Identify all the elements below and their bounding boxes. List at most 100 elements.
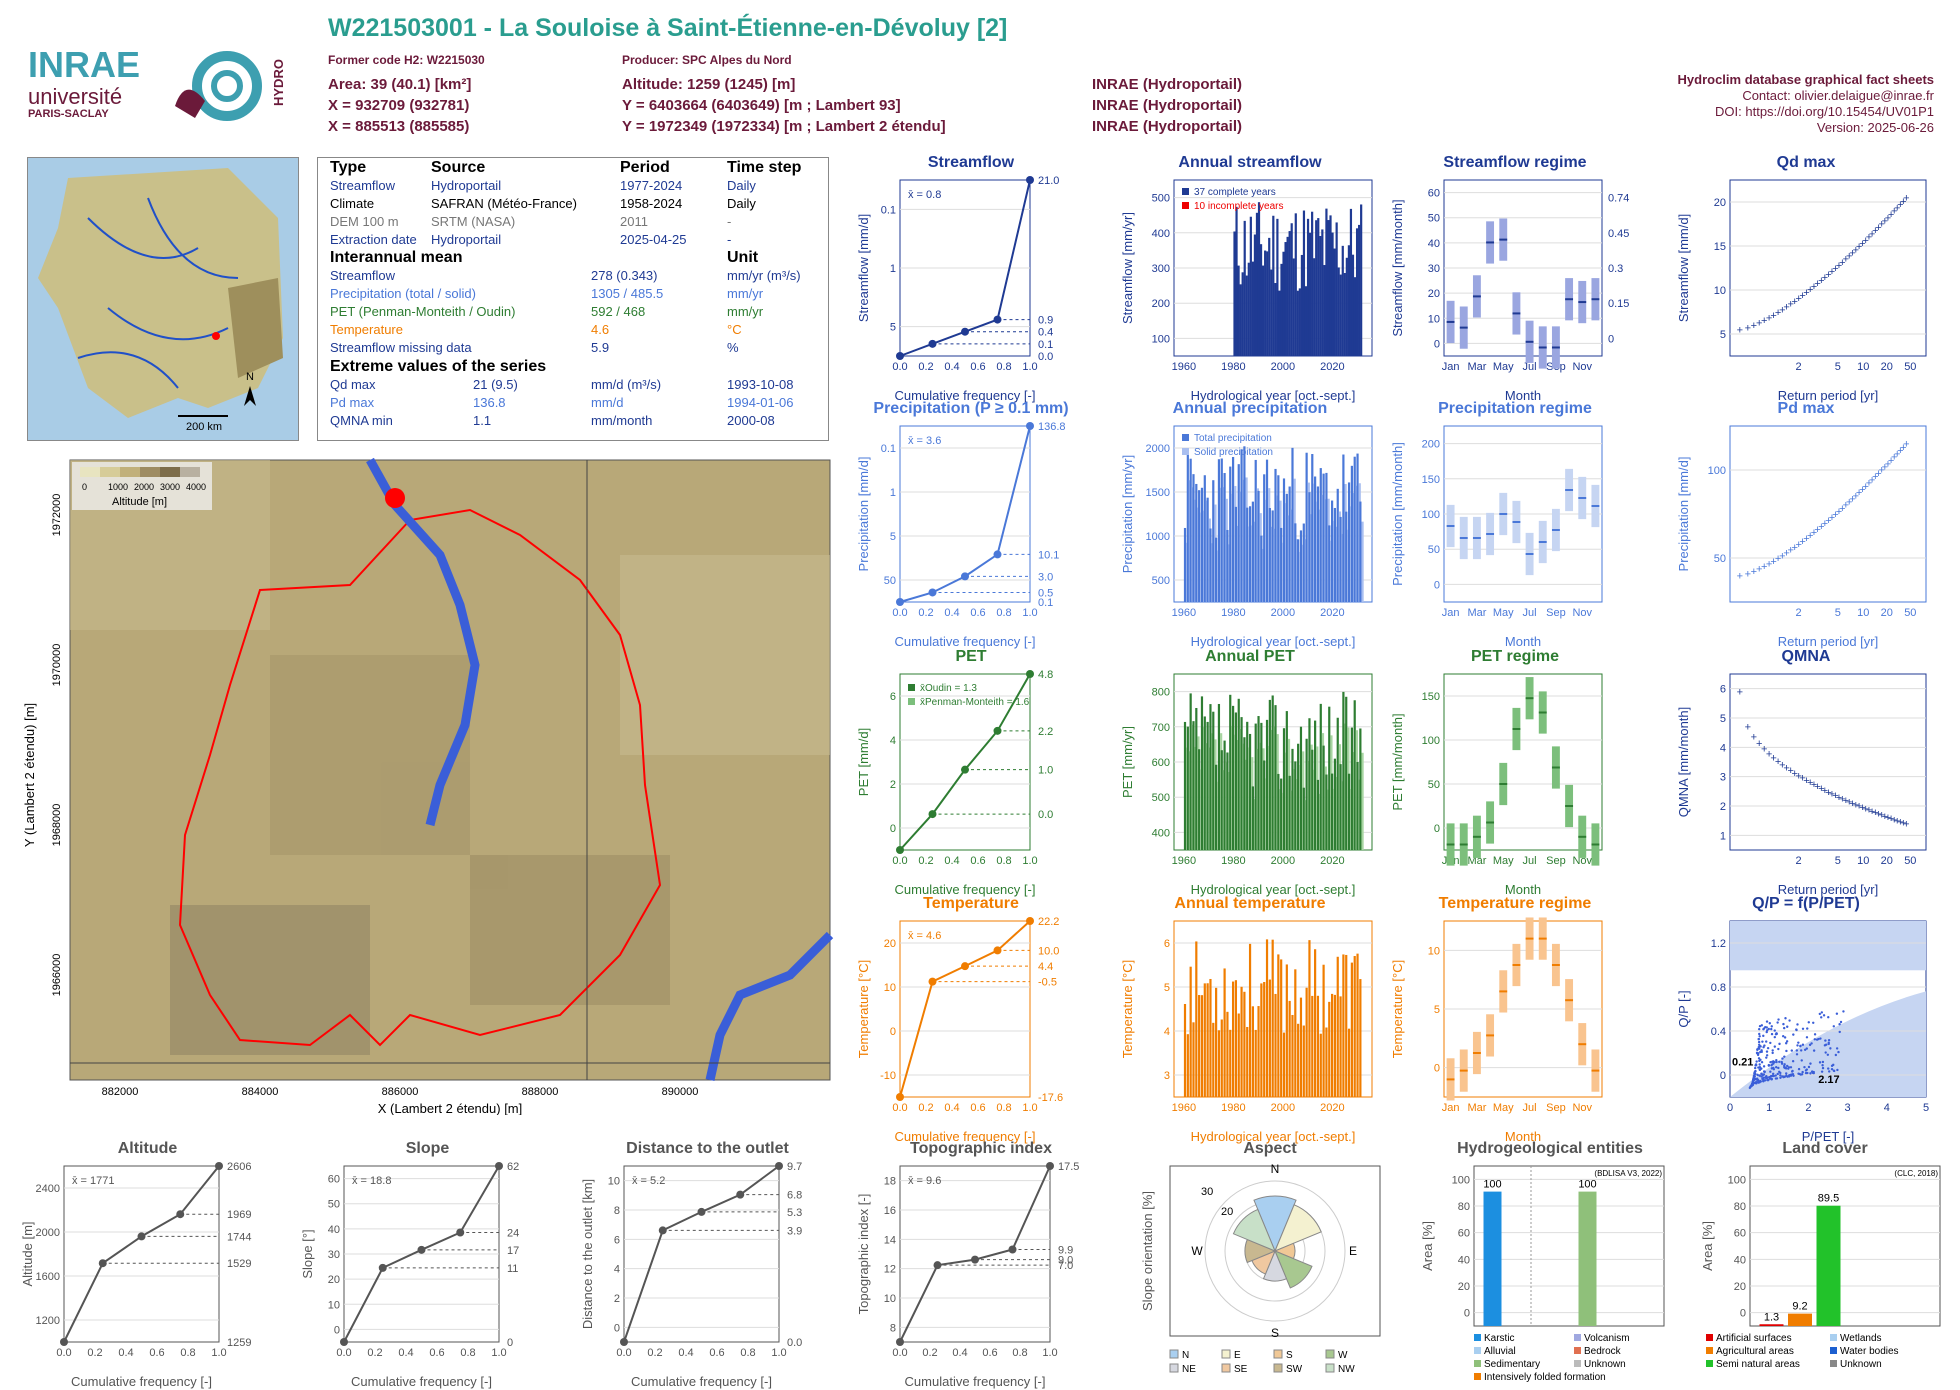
qp-point: [1830, 1064, 1834, 1068]
pet_regime-ylabel: PET [mm/month]: [1390, 713, 1405, 810]
qp-point: [1762, 1046, 1765, 1049]
xtick: 0.2: [87, 1347, 102, 1359]
qp-point: [1762, 1065, 1766, 1068]
annual_streamflow-chart: Hydrological year [oct.-sept.] Streamflow…: [1120, 179, 1373, 403]
info-cell: 592 / 468: [591, 304, 646, 319]
xtick: 1960: [1172, 607, 1196, 619]
ytick: 600: [1152, 757, 1170, 769]
qp-point: [1785, 1040, 1789, 1043]
xtick: 0.4: [944, 1102, 959, 1114]
ytick: 1600: [36, 1271, 60, 1283]
station-marker: [212, 332, 220, 340]
annual_precip-bar: [1215, 537, 1218, 602]
annual_temp-bar: [1251, 1006, 1254, 1097]
annual_temp-bar: [1302, 1025, 1305, 1097]
qmna-title: QMNA: [1781, 648, 1831, 665]
annual_precip-bar: [1299, 530, 1303, 602]
qp-point: [1770, 1027, 1773, 1031]
annual_streamflow-bar: [1266, 251, 1269, 356]
qmna-point: +: [1872, 807, 1878, 819]
qmna-point: +: [1737, 687, 1743, 699]
annual_pet-bar2: [1361, 752, 1364, 850]
annual_streamflow-bar: [1255, 212, 1259, 356]
ytick: 50: [884, 575, 896, 587]
annual_pet-bar: [1268, 699, 1271, 850]
qp-point: [1797, 1067, 1801, 1071]
xtick: 2: [1805, 1102, 1811, 1114]
pd_max-point: +: [1832, 509, 1838, 521]
xtick: 1980: [1221, 1102, 1245, 1114]
former-code: Former code H2: W2215030: [328, 53, 485, 67]
info-cell: -: [727, 214, 732, 229]
streamflow_cdf-mean: x̄ = 0.8: [908, 189, 941, 201]
xtick: 2020: [1320, 855, 1344, 867]
pd_max-point: +: [1811, 527, 1817, 539]
info-cell: 21 (9.5): [473, 377, 518, 392]
ytick: 2: [614, 1293, 620, 1305]
qd_max-point: +: [1770, 310, 1776, 322]
annual_temp-bar: [1195, 941, 1198, 1097]
qp-point: [1765, 1054, 1769, 1057]
ytick: 0.3: [1608, 263, 1623, 275]
xtick: 0.8: [180, 1347, 195, 1359]
ytick: 80: [1734, 1201, 1746, 1213]
altitude_cdf-right-tick: 1259: [227, 1337, 251, 1349]
map-xtick: 890000: [662, 1086, 699, 1098]
qd_max-point: +: [1891, 206, 1897, 218]
distance_cdf-right-tick: 6.8: [787, 1190, 802, 1202]
annual_pet-bar: [1203, 716, 1206, 850]
qp-point: [1835, 1047, 1839, 1050]
info-cell: 2000-08: [727, 413, 775, 428]
pd_max-point: +: [1903, 439, 1909, 451]
ytick: 1500: [1146, 487, 1170, 499]
annual_precip-bar: [1353, 456, 1356, 602]
ytick: 500: [1152, 193, 1170, 205]
ytick: 100: [1708, 465, 1726, 477]
annual_temp-bar: [1339, 996, 1342, 1097]
annual_precip-legend: Total precipitation: [1194, 433, 1272, 444]
precip_cdf-chart: Cumulative frequency [-] Precipitation [m…: [856, 421, 1066, 649]
annual_temp-bar: [1200, 995, 1204, 1097]
temp_cdf-right-tick: -0.5: [1038, 977, 1057, 989]
annual_streamflow-bar: [1251, 261, 1254, 356]
xtick: 1960: [1172, 1102, 1196, 1114]
temp_cdf-xlabel: Cumulative frequency [-]: [895, 1129, 1036, 1144]
qmna-point: +: [1885, 812, 1891, 824]
ytick: 60: [1734, 1228, 1746, 1240]
annual_precip-bar: [1305, 452, 1308, 602]
aspect-legend: NW: [1338, 1364, 1355, 1375]
ytick: 0.1: [881, 443, 896, 455]
qp-point: [1778, 1042, 1781, 1046]
xtick: 10: [1857, 855, 1869, 867]
annual_precip-bar: [1271, 510, 1274, 602]
xtick: 1.0: [771, 1347, 786, 1359]
topo_cdf-ylabel: Topographic index [-]: [856, 1194, 871, 1315]
hydrogeo-frame: [1473, 1165, 1665, 1327]
qp-point: [1838, 1030, 1841, 1034]
hydrogeo-ylabel: Area [%]: [1420, 1221, 1435, 1271]
pd_max-point: +: [1859, 484, 1865, 496]
temp_cdf-right-tick: 10.0: [1038, 945, 1059, 957]
info-cell: mm/yr (m³/s): [727, 268, 801, 283]
info-cell: mm/d: [591, 395, 624, 410]
annual_temp-bar: [1254, 1029, 1257, 1097]
xtick: Sep: [1546, 1102, 1566, 1114]
annual_streamflow-bar: [1268, 237, 1271, 356]
qd_max-point: +: [1875, 222, 1881, 234]
qp-point: [1835, 1012, 1839, 1015]
qp-point: [1827, 1041, 1830, 1045]
qp-point: [1758, 1059, 1761, 1063]
distance_cdf-frame: [623, 1165, 780, 1343]
ytick: 2000: [1146, 443, 1170, 455]
x-l93: X = 932709 (932781): [328, 97, 470, 114]
qp-point: [1759, 1080, 1763, 1083]
ytick: 40: [328, 1224, 340, 1236]
altitude-legend-title: Altitude [m]: [112, 496, 167, 508]
xtick: 1.0: [491, 1347, 506, 1359]
aspect-ylabel: Slope orientation [%]: [1140, 1191, 1155, 1311]
annual_precip-bar: [1325, 472, 1328, 602]
topo_cdf-curve: [899, 1165, 1051, 1343]
annual_temp-bar: [1308, 940, 1311, 1097]
temp_cdf-point: [1026, 917, 1034, 925]
qp-point: [1770, 1077, 1774, 1081]
